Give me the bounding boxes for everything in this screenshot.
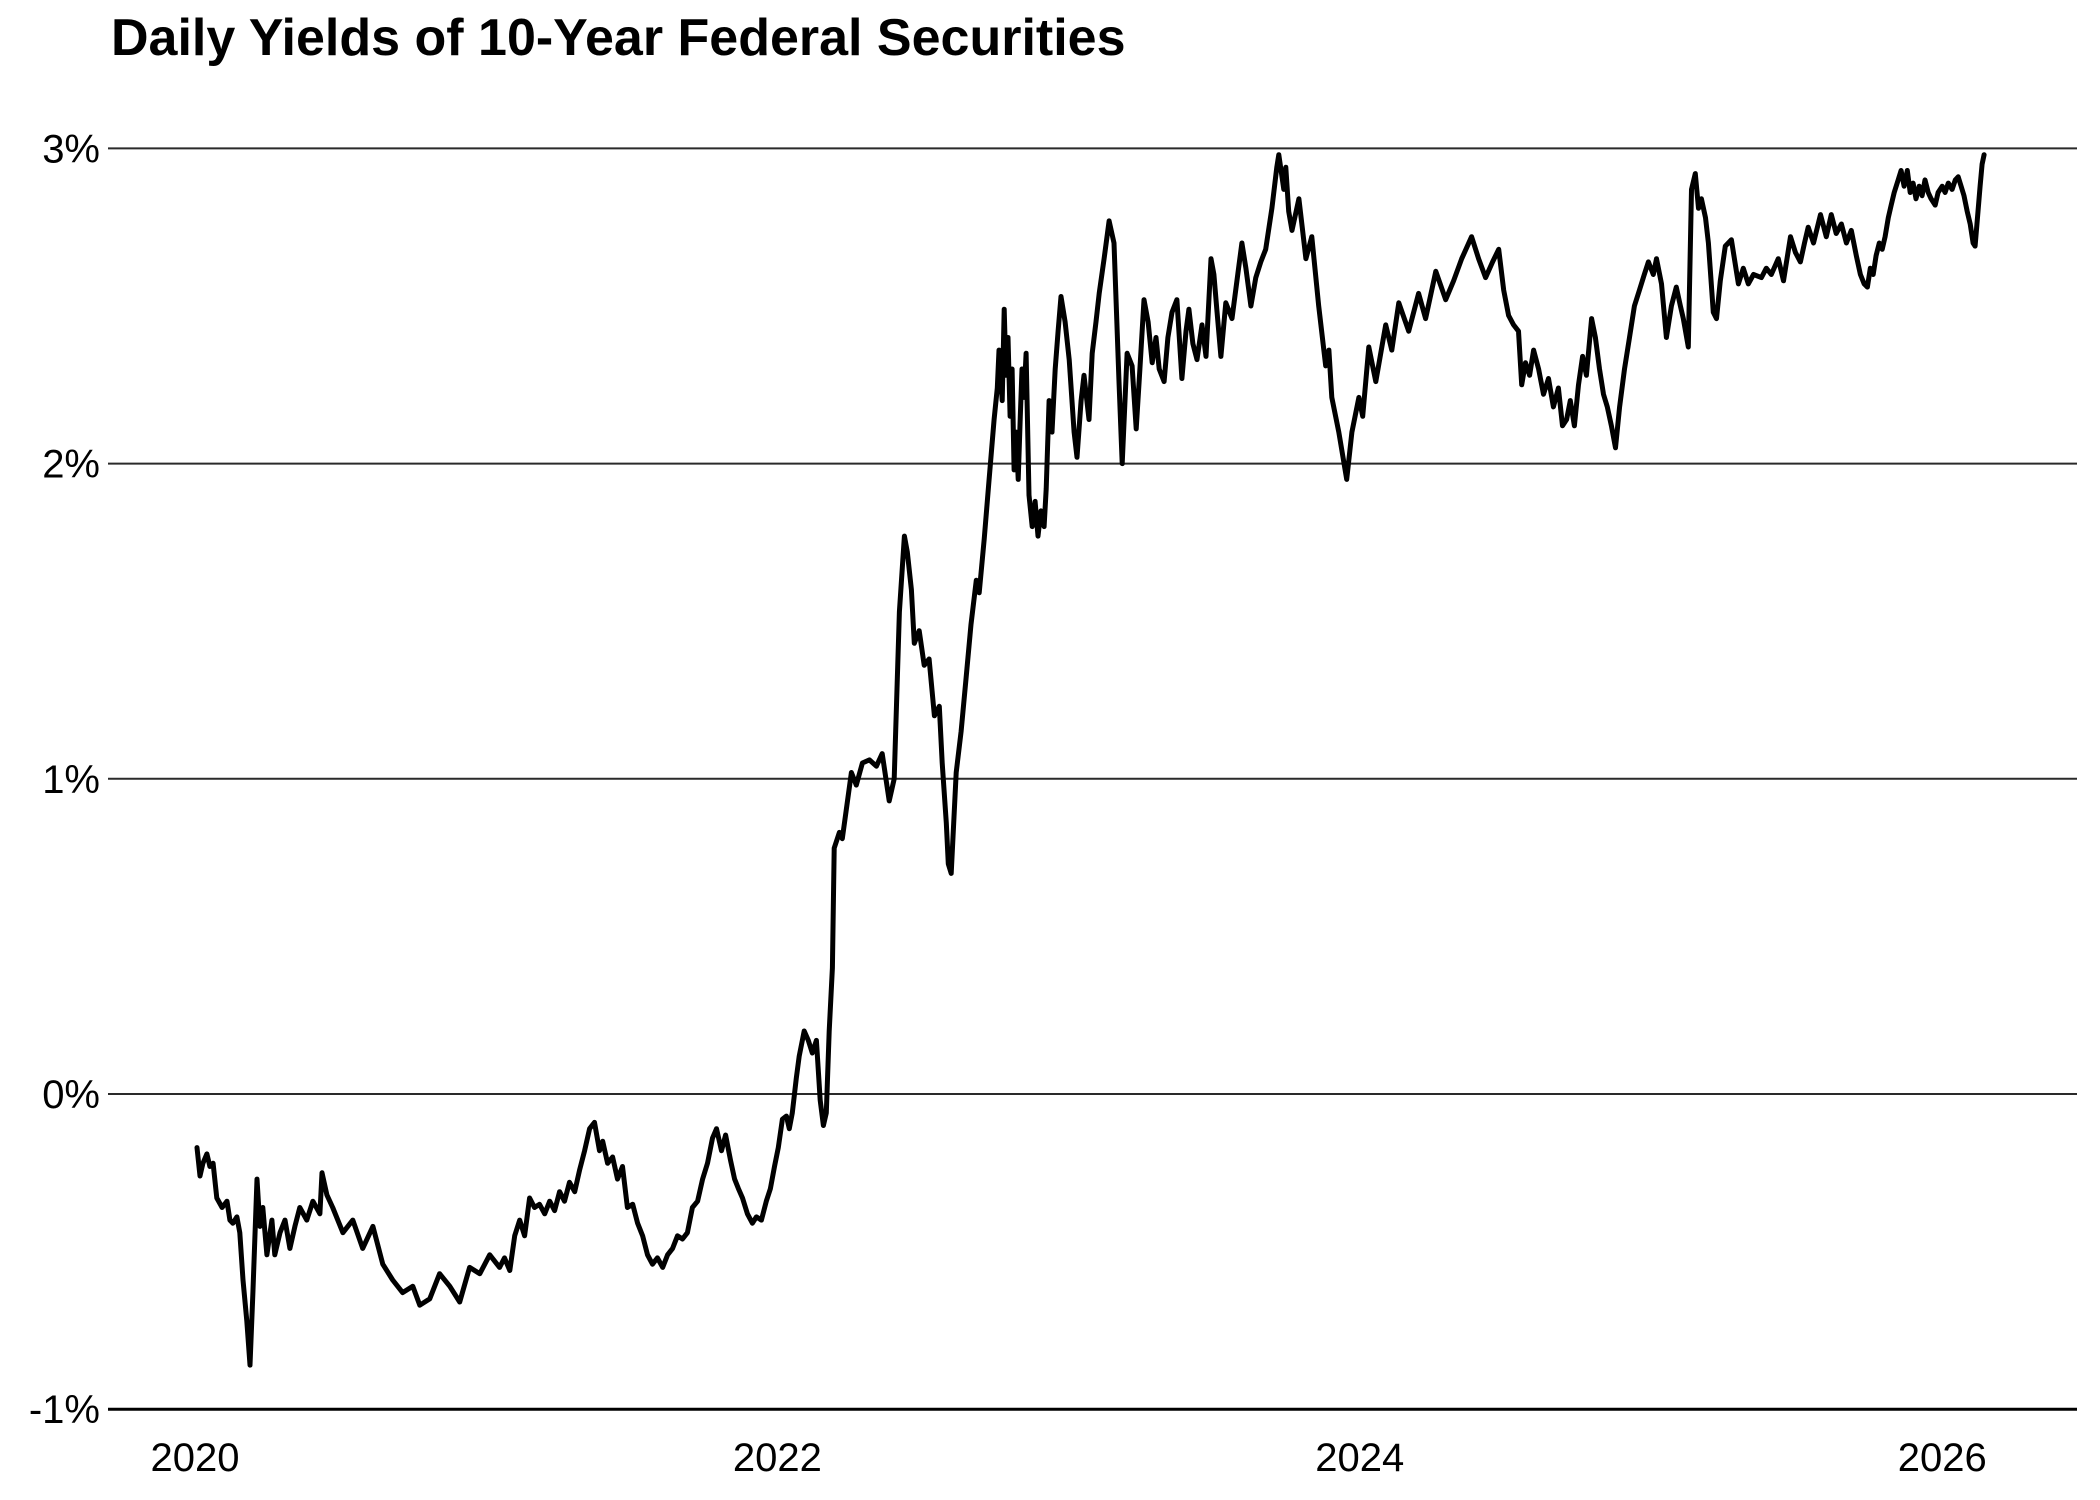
y-tick-label: 1% xyxy=(42,758,100,802)
x-tick-label: 2022 xyxy=(733,1436,822,1480)
y-tick-label: -1% xyxy=(29,1388,100,1432)
y-tick-label: 0% xyxy=(42,1073,100,1117)
x-tick-label: 2020 xyxy=(151,1436,240,1480)
y-tick-label: 3% xyxy=(42,127,100,171)
x-tick-label: 2026 xyxy=(1898,1436,1987,1480)
yield-line xyxy=(194,152,1987,1368)
y-tick-label: 2% xyxy=(42,443,100,487)
chart-title: Daily Yields of 10-Year Federal Securiti… xyxy=(111,9,1126,67)
x-tick-label: 2024 xyxy=(1315,1436,1404,1480)
